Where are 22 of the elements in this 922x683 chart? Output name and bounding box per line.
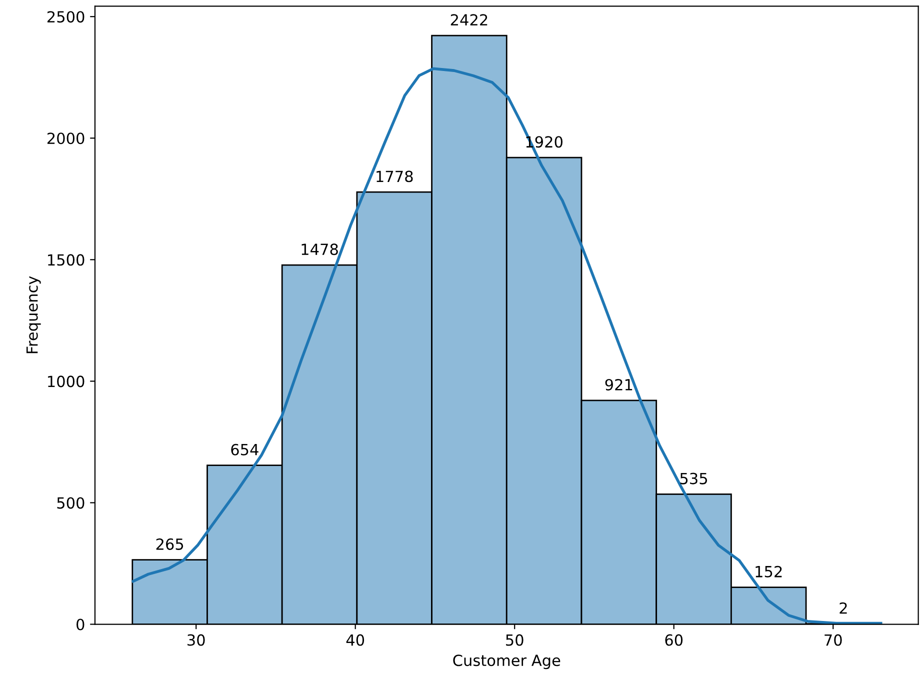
data-label: 1478	[302, 244, 338, 256]
y-tick-label: 0	[76, 618, 84, 630]
x-tick-label: 40	[346, 634, 364, 646]
y-tick-label: 500	[57, 497, 84, 509]
data-label: 265	[156, 538, 184, 550]
x-tick-label: 60	[665, 634, 683, 646]
x-tick-label: 50	[506, 634, 524, 646]
y-tick-label: 1500	[48, 254, 84, 266]
y-tick-label: 2000	[47, 132, 84, 144]
data-label: 2	[840, 602, 847, 614]
data-label: 654	[231, 444, 258, 456]
y-tick-label: 1000	[48, 376, 84, 388]
y-axis-title: Frequency	[26, 276, 41, 354]
data-label: 535	[680, 472, 708, 484]
x-tick-label: 70	[824, 634, 842, 646]
data-label: 921	[605, 378, 632, 390]
y-tick-label: 2500	[47, 11, 84, 23]
x-axis-title: Customer Age	[453, 654, 560, 670]
data-label: 2422	[450, 14, 488, 26]
data-label: 1778	[376, 170, 413, 182]
data-label: 152	[756, 566, 782, 578]
x-tick-label: 30	[188, 634, 205, 646]
